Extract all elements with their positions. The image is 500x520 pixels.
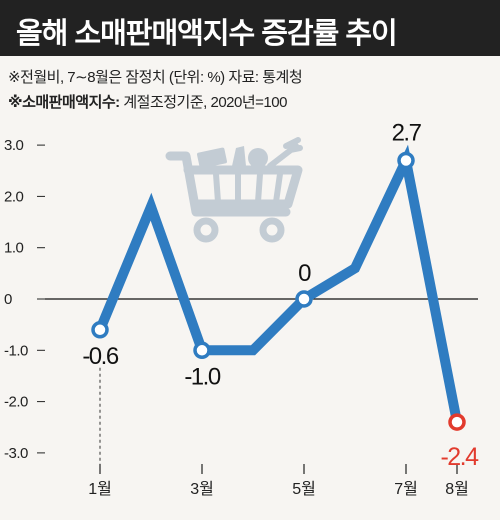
data-point-marker — [448, 413, 466, 431]
x-tick-label: 8월 — [445, 480, 469, 498]
data-label: 0 — [298, 260, 311, 287]
cart-grid-icon — [213, 171, 283, 205]
cart-goods-bottle-icon — [232, 146, 246, 166]
cart-goods-fruit-icon — [248, 148, 268, 168]
data-label: 2.7 — [392, 119, 422, 146]
index-note-label: ※소매판매액지수: — [8, 94, 120, 111]
y-tick-label: 1.0 — [4, 240, 24, 257]
x-tick-label: 1월 — [88, 480, 112, 498]
index-note: ※소매판매액지수: 계절조정기준, 2020년=100 — [8, 91, 287, 112]
data-point-marker — [397, 151, 415, 170]
cart-basket-icon — [183, 165, 303, 209]
index-note-text: 계절조정기준, 2020년=100 — [119, 94, 287, 111]
x-tick-label: 7월 — [394, 480, 418, 498]
data-label: -1.0 — [184, 363, 221, 390]
x-tick-label: 5월 — [292, 480, 316, 498]
y-axis: 3.0 2.0 1.0 0 -1.0 -2.0 -3.0 — [4, 137, 45, 462]
data-label: -2.4 — [440, 443, 479, 471]
x-tick-label: 3월 — [190, 480, 214, 498]
data-point-marker — [295, 290, 313, 308]
cart-goods-box-icon — [197, 147, 227, 169]
chart-title: 올해 소매판매액지수 증감률 추이 — [16, 18, 398, 50]
data-label: -0.6 — [82, 343, 119, 370]
data-labels: -0.6 -1.0 0 2.7 -2.4 — [82, 119, 480, 471]
y-tick-label: 0 — [4, 291, 12, 308]
cart-goods-vegetable-icon — [267, 137, 303, 169]
x-axis: 1월 3월 5월 7월 8월 — [88, 464, 469, 498]
y-tick-label: 2.0 — [4, 188, 24, 205]
data-point-marker — [91, 321, 109, 339]
shopping-cart-icon — [165, 137, 303, 243]
source-note: ※전월비, 7∼8월은 잠정치 (단위: %) 자료: 통계청 — [8, 69, 303, 86]
cart-wheel-left-icon — [193, 217, 219, 243]
data-point-marker — [193, 341, 211, 360]
cart-wheel-right-icon — [259, 217, 285, 243]
y-tick-label: 3.0 — [4, 137, 24, 154]
title-bar: 올해 소매판매액지수 증감률 추이 — [0, 0, 500, 56]
series-line — [95, 144, 462, 424]
cart-handle-icon — [165, 151, 291, 217]
y-tick-label: -2.0 — [4, 394, 28, 411]
y-tick-label: -1.0 — [4, 342, 28, 359]
y-tick-label: -3.0 — [4, 445, 28, 462]
data-markers — [91, 151, 466, 431]
